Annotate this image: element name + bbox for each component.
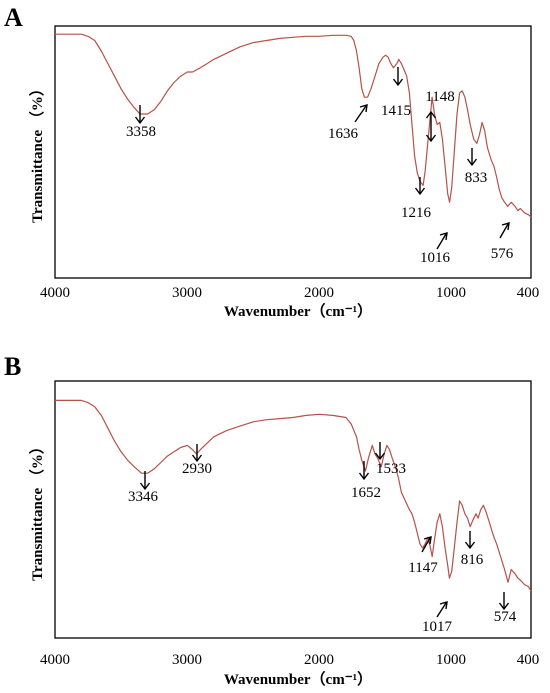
panel-b-peak-1147: 1147 [408,536,438,576]
panel-b-x-tick-2000: 2000 [304,652,334,668]
panel-a-peak-1636: 1636 [328,104,368,142]
panel-b-spectrum-line [55,399,532,592]
peak-label-1652: 1652 [351,485,381,501]
panel-b-peak-3346: 3346 [128,471,159,505]
panel-a-x-tick-400: 400 [517,285,540,301]
panel-a-x-tick-2000: 2000 [304,285,334,301]
panel-b-frame [54,380,532,639]
panel-a-frame [54,25,532,279]
panel-b: B 4000 3000 2000 1000 400 Wavenumber（cm⁻… [4,352,539,688]
panel-a-y-axis-title: Transmittance （%） [28,81,46,223]
panel-b-x-tick-4000: 4000 [40,652,70,668]
panel-a-peak-3358: 3358 [126,105,156,140]
peak-label-1415: 1415 [381,103,411,119]
panel-a-peak-576: 576 [491,222,514,262]
panel-b-x-axis-title: Wavenumber（cm⁻¹） [224,670,372,688]
panel-a-x-tick-3000: 3000 [172,285,202,301]
panel-b-x-tick-1000: 1000 [436,652,466,668]
peak-label-1636: 1636 [328,126,359,142]
panel-a-peak-1216: 1216 [401,177,432,221]
panel-a-x-tick-4000: 4000 [40,285,70,301]
panel-b-y-axis-title: Transmittance （%） [28,439,46,581]
panel-a: A 4000 3000 2000 1000 400 Wavenumber（cm⁻… [4,3,539,320]
panel-b-x-tick-labels: 4000 3000 2000 1000 400 [40,652,539,668]
peak-label-574: 574 [494,609,517,625]
panel-a-peak-1148: 1148 [425,89,455,143]
peak-label-1017: 1017 [422,619,453,635]
panel-a-letter: A [4,3,23,32]
panel-a-peak-833: 833 [465,148,488,186]
peak-label-1533: 1533 [376,461,406,477]
panel-b-peak-1652: 1652 [351,461,381,501]
panel-b-peak-1017: 1017 [422,601,453,635]
peak-label-1147: 1147 [408,560,438,576]
peak-label-1148: 1148 [425,89,454,105]
panel-b-x-tick-400: 400 [517,652,540,668]
peak-label-3346: 3346 [128,489,159,505]
peak-label-2930: 2930 [182,461,212,477]
panel-b-peak-1533: 1533 [374,442,406,477]
peak-label-1016: 1016 [420,250,451,266]
peak-label-1216: 1216 [401,205,432,221]
panel-a-peak-1016: 1016 [420,232,451,266]
panel-a-x-tick-labels: 4000 3000 2000 1000 400 [40,285,539,301]
peak-label-816: 816 [461,552,484,568]
peak-label-3358: 3358 [126,124,156,140]
panel-a-spectrum-line [55,33,532,218]
panel-b-x-tick-3000: 3000 [172,652,202,668]
panel-a-x-tick-1000: 1000 [436,285,466,301]
panel-a-x-axis-title: Wavenumber（cm⁻¹） [224,302,372,320]
panel-b-letter: B [4,352,21,381]
peak-label-576: 576 [491,246,514,262]
panel-b-peak-2930: 2930 [182,444,212,477]
panel-b-peak-574: 574 [494,592,517,625]
peak-label-833: 833 [465,170,488,186]
panel-b-peak-816: 816 [461,531,484,568]
panel-a-peak-1415: 1415 [381,67,411,119]
